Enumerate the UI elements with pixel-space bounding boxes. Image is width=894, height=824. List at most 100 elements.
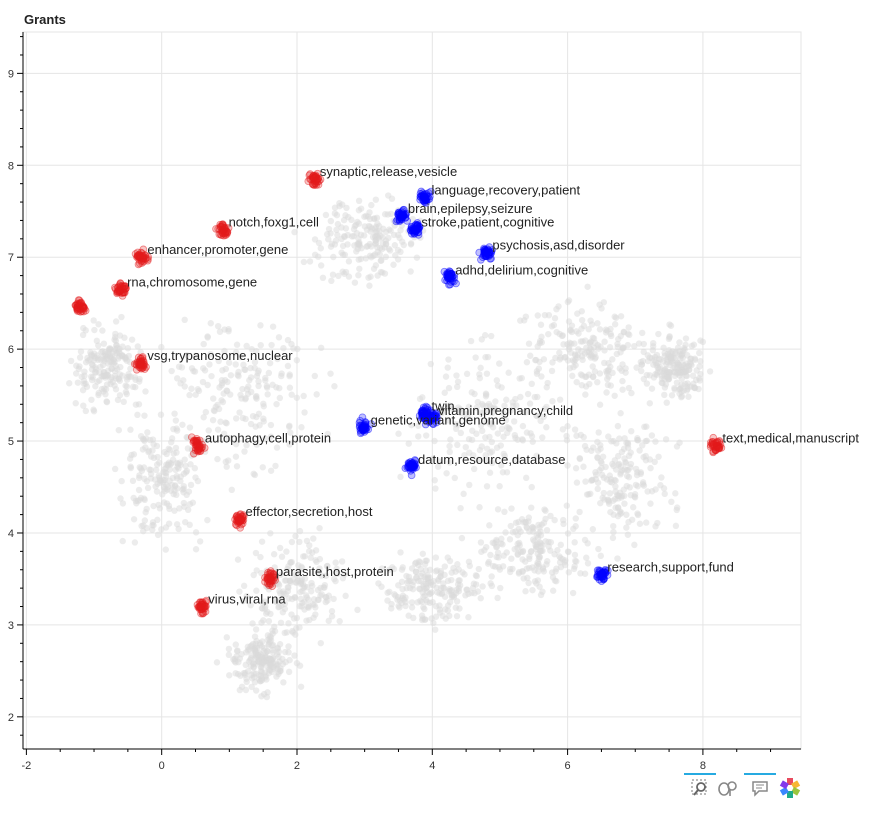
background-point <box>583 344 590 351</box>
background-point <box>445 384 453 392</box>
background-point <box>73 362 80 369</box>
background-point <box>257 641 264 648</box>
bokeh-logo-icon[interactable] <box>778 776 802 800</box>
background-point <box>143 505 150 513</box>
background-point <box>630 504 637 511</box>
background-point <box>620 486 628 493</box>
background-point <box>144 484 152 492</box>
background-point <box>386 588 393 595</box>
background-point <box>476 374 484 382</box>
background-point <box>241 366 248 373</box>
background-point <box>296 662 304 669</box>
background-point <box>152 483 159 490</box>
background-point <box>114 366 121 373</box>
background-point <box>158 526 165 533</box>
background-point <box>98 385 105 393</box>
background-point <box>508 505 515 512</box>
background-point <box>457 409 465 416</box>
background-point <box>522 588 529 595</box>
background-point <box>273 444 281 451</box>
background-point <box>591 339 599 347</box>
background-point <box>432 485 439 492</box>
background-point <box>597 499 604 507</box>
background-point <box>570 525 577 533</box>
background-point <box>644 488 651 495</box>
background-point <box>235 372 242 380</box>
background-point <box>142 435 150 442</box>
background-point <box>529 536 537 543</box>
background-point <box>79 331 87 339</box>
background-point <box>282 590 289 598</box>
background-point <box>421 560 429 568</box>
background-point <box>205 427 212 434</box>
box-zoom-icon[interactable] <box>684 773 716 800</box>
background-point <box>545 330 552 338</box>
background-point <box>551 516 558 524</box>
background-point <box>339 574 347 582</box>
background-point <box>373 244 381 251</box>
background-point <box>232 453 240 460</box>
background-point <box>643 519 650 526</box>
background-point <box>468 436 476 444</box>
background-point <box>585 371 593 378</box>
background-point <box>572 557 579 565</box>
background-point <box>523 474 530 482</box>
background-point <box>415 433 422 440</box>
background-point <box>277 590 284 597</box>
background-point <box>706 368 714 375</box>
background-point <box>131 539 139 546</box>
background-point <box>647 464 654 472</box>
background-point <box>595 545 602 553</box>
background-point <box>625 473 633 481</box>
background-point <box>101 372 108 380</box>
background-point <box>251 358 259 366</box>
background-point <box>128 451 135 459</box>
hover-icon[interactable] <box>744 773 776 800</box>
background-point <box>610 528 617 536</box>
background-point <box>646 372 653 379</box>
background-point <box>72 400 79 407</box>
background-point <box>311 251 319 258</box>
background-point <box>115 426 123 434</box>
y-tick-label: 8 <box>8 160 14 172</box>
background-point <box>357 255 365 263</box>
background-point <box>478 443 485 450</box>
background-point <box>254 369 262 377</box>
background-point <box>641 423 648 431</box>
background-point <box>120 398 127 406</box>
background-point <box>166 446 174 454</box>
background-point <box>549 397 556 405</box>
background-point <box>155 472 163 479</box>
background-point <box>288 538 296 546</box>
background-point <box>92 383 99 390</box>
background-point <box>220 430 228 438</box>
background-point <box>339 251 347 258</box>
background-point <box>291 228 298 236</box>
background-point <box>543 424 550 431</box>
background-point <box>276 544 284 552</box>
background-point <box>239 597 247 605</box>
data-point <box>399 206 407 214</box>
background-point <box>96 377 103 384</box>
background-point <box>586 340 594 347</box>
background-point <box>301 409 308 416</box>
background-point <box>301 553 309 560</box>
background-point <box>512 395 519 403</box>
background-point <box>454 378 462 385</box>
cluster-label: autophagy,cell,protein <box>205 431 331 446</box>
background-point <box>119 537 126 545</box>
background-point <box>277 571 285 578</box>
background-point <box>251 633 259 640</box>
background-point <box>343 204 350 212</box>
data-point <box>407 460 416 469</box>
wheel-zoom-icon[interactable] <box>716 776 740 800</box>
background-point <box>216 328 224 335</box>
background-point <box>250 470 257 478</box>
background-point <box>571 551 579 559</box>
background-point <box>633 471 641 479</box>
background-point <box>105 345 113 353</box>
background-point <box>328 608 336 615</box>
background-point <box>306 258 314 265</box>
background-point <box>497 442 504 449</box>
